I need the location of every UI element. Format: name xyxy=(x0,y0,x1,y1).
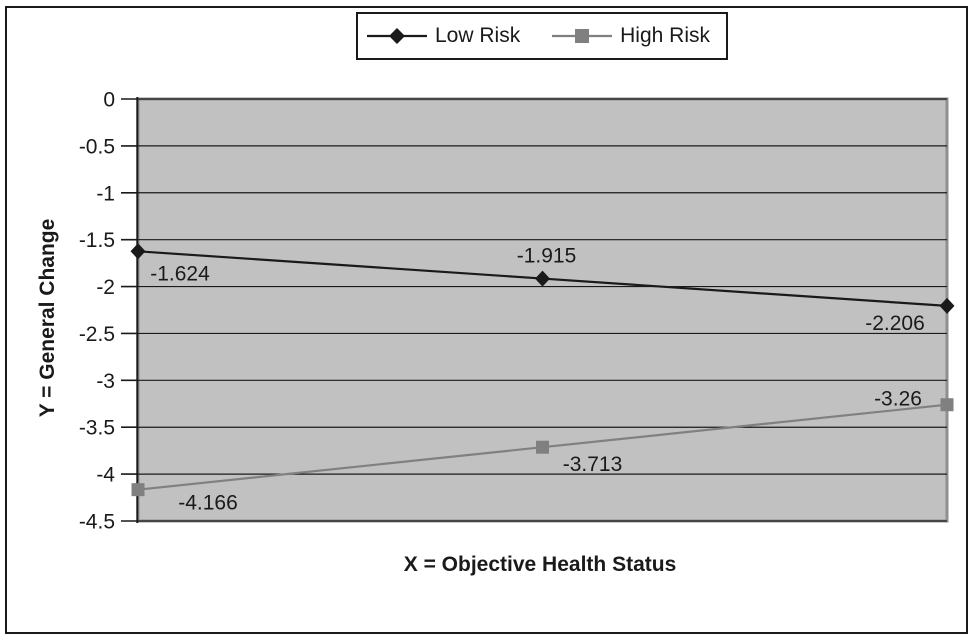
legend: Low Risk High Risk xyxy=(356,12,728,60)
plot-area xyxy=(136,97,949,523)
data-label-low-risk: -2.206 xyxy=(865,312,925,335)
y-tick-label: -2 xyxy=(96,276,115,299)
low-risk-line-diamond-icon xyxy=(367,28,427,44)
y-tick-label: -3.5 xyxy=(79,417,115,440)
high-risk-line-square-icon xyxy=(552,29,613,43)
data-label-low-risk: -1.915 xyxy=(517,245,577,268)
data-label-high-risk: -3.713 xyxy=(563,453,623,476)
diamond-marker-low-risk xyxy=(939,297,955,314)
y-tick-label: -3 xyxy=(96,370,115,393)
y-tick-label: -2.5 xyxy=(79,323,115,346)
diamond-marker-low-risk xyxy=(535,270,550,287)
x-axis-title: X = Objective Health Status xyxy=(403,553,677,576)
square-marker-high-risk xyxy=(131,483,145,497)
data-label-high-risk: -4.166 xyxy=(178,492,238,515)
data-label-low-risk: -1.624 xyxy=(150,262,210,285)
data-label-high-risk: -3.26 xyxy=(874,388,922,411)
legend-label-high-risk: High Risk xyxy=(620,24,710,47)
y-tick-label: -1.5 xyxy=(79,229,115,252)
y-tick-label: -4.5 xyxy=(79,511,115,534)
y-tick-label: -1 xyxy=(96,182,115,205)
legend-label-low-risk: Low Risk xyxy=(435,24,521,47)
y-tick-label: -4 xyxy=(96,464,115,487)
y-tick-label: 0 xyxy=(103,89,115,112)
legend-item-low-risk: Low Risk xyxy=(366,24,520,48)
y-tick-label: -0.5 xyxy=(79,135,115,158)
square-marker-high-risk xyxy=(940,398,954,412)
square-marker-high-risk xyxy=(536,440,549,454)
legend-item-high-risk: High Risk xyxy=(551,24,710,48)
chart-frame xyxy=(5,6,968,634)
diamond-marker-low-risk xyxy=(130,243,146,260)
y-axis-title: Y = General Change xyxy=(36,218,59,418)
